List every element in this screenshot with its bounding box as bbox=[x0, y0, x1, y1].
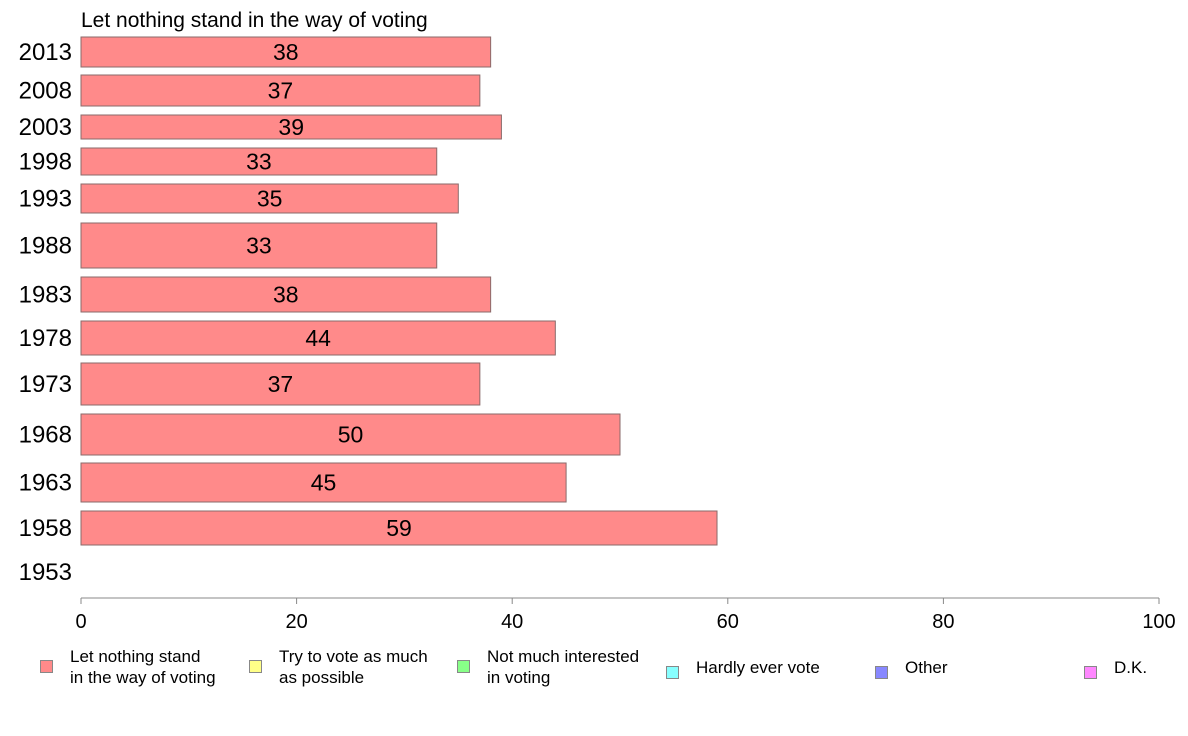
bar-1968 bbox=[80, 413, 621, 456]
year-label-1958: 1958 bbox=[19, 515, 72, 542]
bar-1983 bbox=[80, 276, 492, 313]
year-label-1993: 1993 bbox=[19, 186, 72, 213]
legend-item-1: Try to vote as much as possible bbox=[249, 646, 428, 688]
year-labels-group: 2013 2008 2003 1998 1993 1988 1983 1978 1973 1968… bbox=[19, 39, 72, 586]
legend: Let nothing stand in the way of voting Tr… bbox=[0, 646, 1188, 706]
legend-label: Other bbox=[905, 658, 948, 677]
x-tick-label-20: 20 bbox=[285, 611, 307, 633]
bar-value-label-2013: 38 bbox=[273, 39, 299, 65]
x-tick-label-100: 100 bbox=[1142, 611, 1175, 633]
legend-swatch bbox=[457, 660, 470, 673]
legend-label: Let nothing stand in the way of voting bbox=[70, 647, 216, 687]
year-label-2008: 2008 bbox=[19, 78, 72, 105]
bar-value-label-1983: 38 bbox=[273, 282, 299, 308]
bar-1973 bbox=[80, 362, 481, 406]
x-tick-label-60: 60 bbox=[717, 611, 739, 633]
legend-swatch bbox=[1084, 666, 1097, 679]
bar-1988 bbox=[80, 222, 438, 269]
year-label-2013: 2013 bbox=[19, 39, 72, 66]
year-label-1963: 1963 bbox=[19, 470, 72, 497]
bar-value-label-2003: 39 bbox=[278, 114, 304, 140]
x-tick-label-40: 40 bbox=[501, 611, 523, 633]
legend-item-4: Other bbox=[875, 657, 948, 679]
x-tick-label-80: 80 bbox=[932, 611, 954, 633]
bar-2008 bbox=[80, 74, 481, 107]
legend-swatch bbox=[875, 666, 888, 679]
chart-title: Let nothing stand in the way of voting bbox=[81, 9, 428, 32]
bar-value-label-2008: 37 bbox=[268, 78, 294, 104]
legend-swatch bbox=[666, 666, 679, 679]
bar-value-label-1973: 37 bbox=[268, 371, 294, 397]
bar-2013 bbox=[80, 36, 492, 68]
year-label-1988: 1988 bbox=[19, 233, 72, 260]
bar-1998 bbox=[80, 147, 438, 176]
bar-1963 bbox=[80, 462, 567, 503]
bar-value-label-1993: 35 bbox=[257, 186, 283, 212]
year-label-1978: 1978 bbox=[19, 325, 72, 352]
x-tick-label-0: 0 bbox=[75, 611, 86, 633]
bar-value-label-1978: 44 bbox=[305, 325, 331, 351]
bar-1958 bbox=[80, 510, 718, 546]
year-label-1968: 1968 bbox=[19, 422, 72, 449]
legend-swatch bbox=[249, 660, 262, 673]
bar-value-label-1988: 33 bbox=[246, 233, 272, 259]
legend-label: Hardly ever vote bbox=[696, 658, 820, 677]
legend-swatch bbox=[40, 660, 53, 673]
x-axis: 0 20 40 60 80 100 bbox=[75, 597, 1176, 633]
bar-value-label-1958: 59 bbox=[386, 515, 412, 541]
bar-1993 bbox=[80, 183, 459, 214]
legend-label: Not much interested in voting bbox=[487, 647, 640, 687]
legend-item-3: Hardly ever vote bbox=[666, 657, 820, 679]
year-label-1998: 1998 bbox=[19, 149, 72, 176]
legend-item-2: Not much interested in voting bbox=[457, 646, 639, 688]
year-label-1953: 1953 bbox=[19, 559, 72, 586]
bar-1978 bbox=[80, 320, 556, 356]
legend-item-0: Let nothing stand in the way of voting bbox=[40, 646, 216, 688]
year-label-2003: 2003 bbox=[19, 114, 72, 141]
legend-label: Try to vote as much as possible bbox=[279, 647, 428, 687]
legend-item-5: D.K. bbox=[1084, 657, 1147, 679]
bar-value-label-1968: 50 bbox=[338, 422, 364, 448]
bar-value-label-1998: 33 bbox=[246, 149, 272, 175]
bar-value-label-1963: 45 bbox=[311, 470, 337, 496]
legend-label: D.K. bbox=[1114, 658, 1148, 677]
year-label-1973: 1973 bbox=[19, 371, 72, 398]
year-label-1983: 1983 bbox=[19, 282, 72, 309]
bar-2003 bbox=[80, 114, 502, 140]
